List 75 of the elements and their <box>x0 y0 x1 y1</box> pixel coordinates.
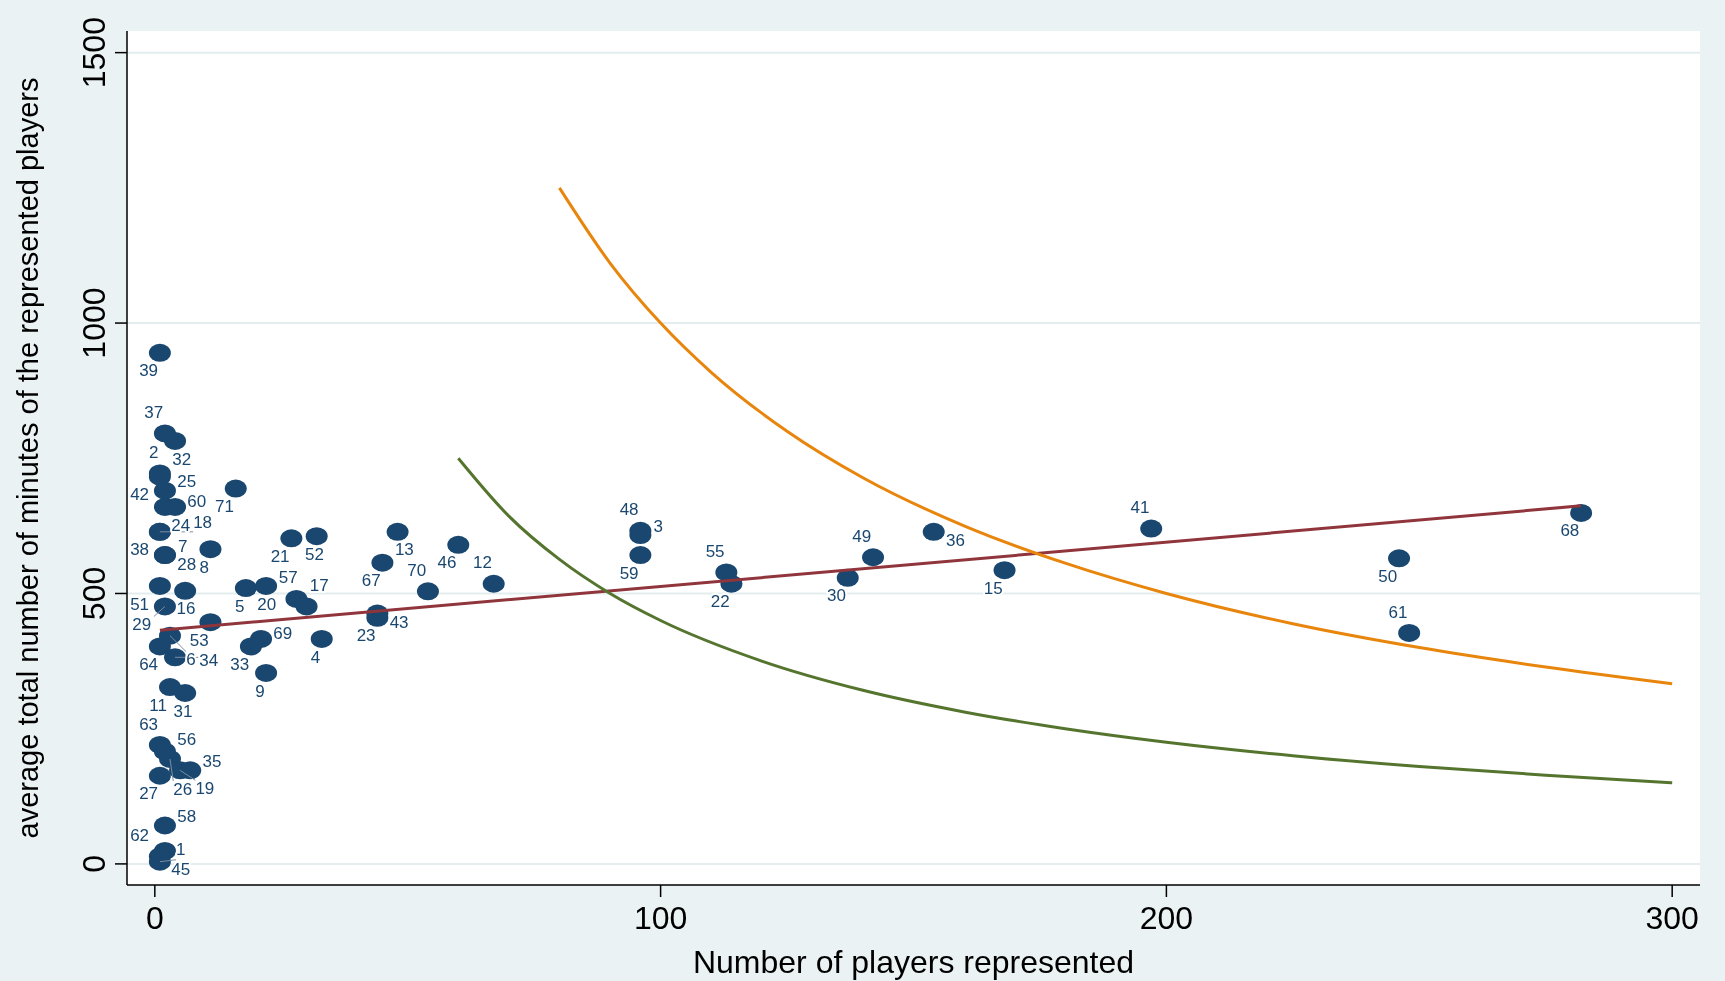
annotation: 26 <box>173 779 193 799</box>
annotation: 15 <box>983 578 1003 598</box>
annotation: 50 <box>1378 566 1398 586</box>
annotation: 16 <box>176 599 196 619</box>
annotation: 46 <box>437 553 457 573</box>
annotation: 1 <box>176 840 186 860</box>
x-tick-label: 0 <box>145 900 164 936</box>
annotation: 60 <box>187 491 207 511</box>
annotation: 25 <box>177 472 197 492</box>
annotation: 39 <box>139 361 159 381</box>
annotation: 28 <box>177 554 197 574</box>
annotation: 67 <box>361 571 381 591</box>
annotation: 5 <box>235 596 245 616</box>
annotation: 9 <box>255 681 265 701</box>
annotation: 35 <box>202 751 222 771</box>
annotation: 2 <box>149 443 159 463</box>
annotation: 24 <box>171 515 191 535</box>
annotation: 55 <box>705 541 725 561</box>
annotation: 20 <box>257 594 277 614</box>
annotation: 38 <box>130 540 150 560</box>
x-tick-label: 100 <box>633 900 688 936</box>
annotation: 34 <box>199 650 219 670</box>
annotation: 37 <box>144 402 164 422</box>
annotation: 45 <box>171 859 191 879</box>
annotation: 27 <box>139 784 159 804</box>
annotation: 7 <box>178 536 188 556</box>
annotation: 17 <box>309 576 329 596</box>
line-series <box>557 186 1674 686</box>
annotation: 58 <box>177 807 197 827</box>
annotation: 43 <box>389 613 409 633</box>
annotation: 32 <box>172 449 192 469</box>
annotation: 22 <box>710 592 730 612</box>
annotation: 42 <box>130 485 150 505</box>
x-tick-label: 300 <box>1645 900 1699 936</box>
y-axis-title: average total number of minutes of the represented players <box>12 77 44 839</box>
annotation: 70 <box>407 560 427 580</box>
annotation: 63 <box>139 714 159 734</box>
annotation: 36 <box>946 531 965 551</box>
annotation: 68 <box>1560 521 1580 541</box>
annotation: 61 <box>1388 602 1408 622</box>
annotation: 4 <box>310 647 321 667</box>
annotation: 11 <box>149 695 167 715</box>
annotation: 13 <box>394 540 414 560</box>
annotation: 6 <box>186 650 196 670</box>
annotation: 51 <box>130 594 150 614</box>
annotation: 69 <box>273 623 293 643</box>
annotation: 59 <box>619 563 639 583</box>
annotation: 53 <box>189 630 209 650</box>
annotation: 29 <box>132 615 152 635</box>
annotation: 41 <box>1130 498 1150 518</box>
annotation: 52 <box>304 544 324 564</box>
annotation: 49 <box>852 526 872 546</box>
x-axis-title: Number of players represented <box>692 944 1135 980</box>
annotation: 71 <box>215 497 234 517</box>
annotation: 56 <box>177 730 197 750</box>
annotation: 31 <box>173 701 193 721</box>
annotation: 57 <box>278 568 298 588</box>
annotation: 30 <box>827 586 846 606</box>
annotation: 21 <box>270 546 290 566</box>
annotation: 23 <box>356 626 376 646</box>
annotation: 18 <box>193 513 213 533</box>
y-tick-label: 1500 <box>76 17 112 89</box>
annotation: 64 <box>139 655 159 675</box>
x-tick-label: 200 <box>1139 900 1194 936</box>
annotation: 62 <box>130 825 150 845</box>
y-tick-label: 1000 <box>76 287 112 359</box>
y-tick-label: 0 <box>76 855 112 873</box>
annotation: 19 <box>195 778 215 798</box>
annotation: 3 <box>653 516 663 536</box>
annotation: 8 <box>199 557 210 577</box>
annotation: 33 <box>230 655 250 675</box>
annotation: 48 <box>619 500 639 520</box>
line-series <box>456 456 1674 785</box>
y-tick-label: 500 <box>76 566 112 621</box>
annotation: 12 <box>472 553 492 573</box>
